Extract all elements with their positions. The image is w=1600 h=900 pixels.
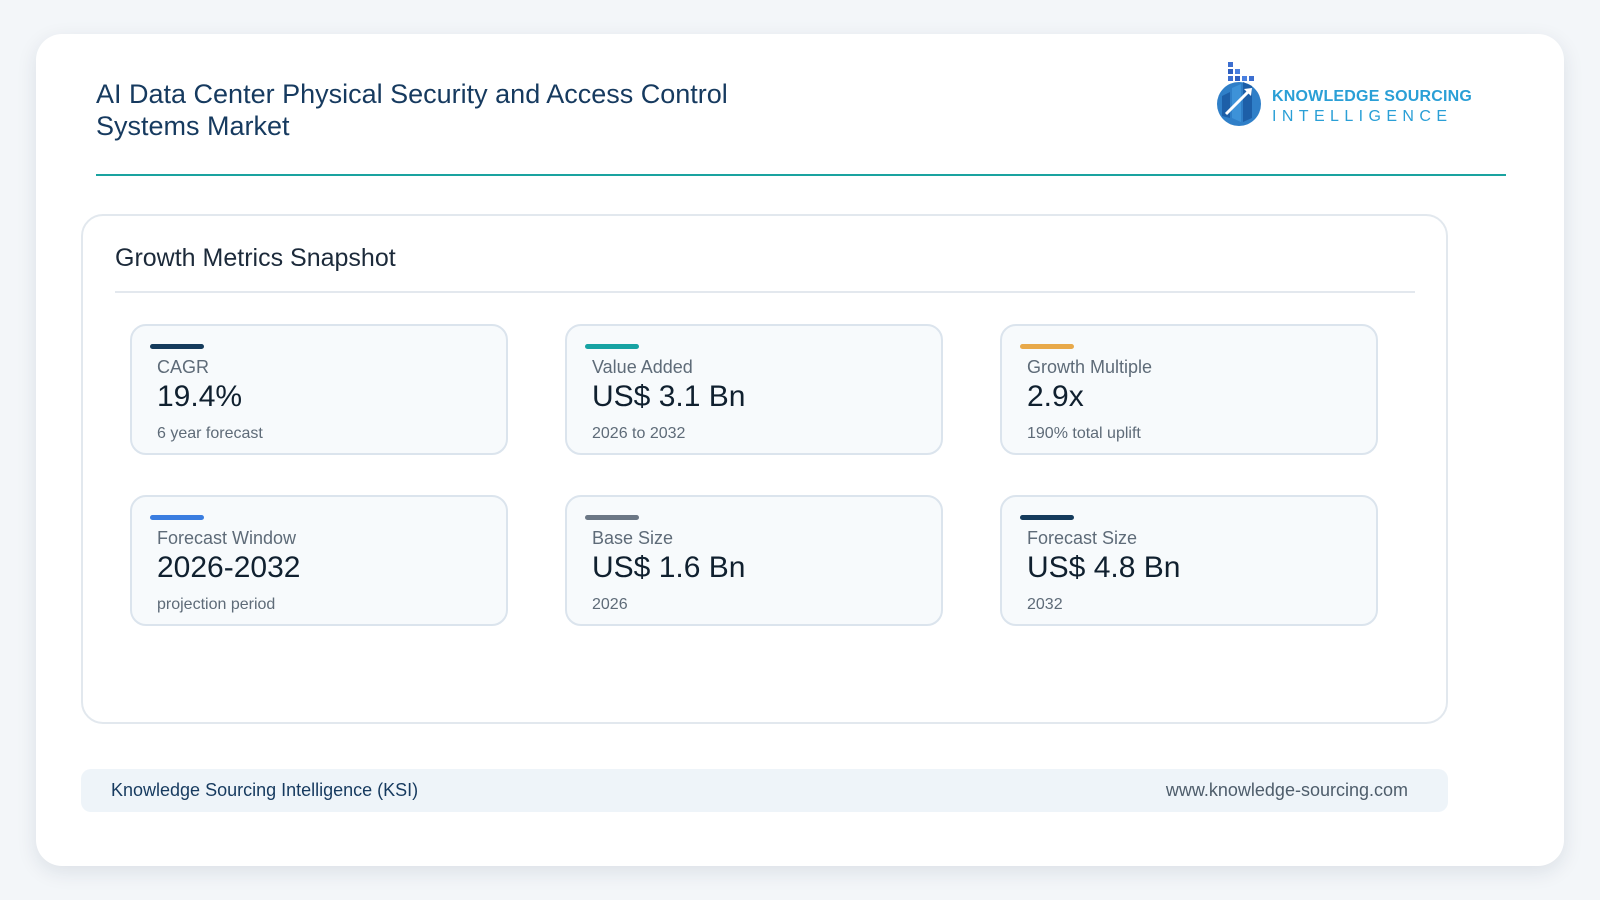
metric-subtext: projection period	[157, 596, 276, 613]
metric-card-cagr: CAGR 19.4% 6 year forecast	[130, 324, 508, 455]
metric-card-base-size: Base Size US$ 1.6 Bn 2026	[565, 495, 943, 626]
metric-card-growth-multiple: Growth Multiple 2.9x 190% total uplift	[1000, 324, 1378, 455]
page-title: AI Data Center Physical Security and Acc…	[96, 78, 776, 142]
metric-subtext: 6 year forecast	[157, 425, 263, 442]
metric-card-forecast-window: Forecast Window 2026-2032 projection per…	[130, 495, 508, 626]
card-accent-bar	[150, 344, 204, 349]
metric-value: US$ 3.1 Bn	[592, 380, 746, 413]
metric-card-forecast-size: Forecast Size US$ 4.8 Bn 2032	[1000, 495, 1378, 626]
footer-company-name: Knowledge Sourcing Intelligence (KSI)	[111, 780, 419, 800]
metric-label: Growth Multiple	[1027, 357, 1153, 377]
footer-website-link[interactable]: www.knowledge-sourcing.com	[1165, 780, 1408, 800]
metric-label: CAGR	[157, 357, 210, 377]
title-line-1: AI Data Center Physical Security and Acc…	[96, 79, 728, 109]
panel-title: Growth Metrics Snapshot	[115, 244, 396, 272]
metric-subtext: 2032	[1027, 596, 1063, 613]
title-line-2: Systems Market	[96, 111, 290, 141]
metric-card-value-added: Value Added US$ 3.1 Bn 2026 to 2032	[565, 324, 943, 455]
metric-subtext: 2026 to 2032	[592, 425, 686, 442]
growth-metrics-panel: Growth Metrics Snapshot CAGR 19.4% 6 yea…	[81, 214, 1448, 724]
metric-subtext: 2026	[592, 596, 628, 613]
card-accent-bar	[1020, 515, 1074, 520]
logo-text-bottom: INTELLIGENCE	[1272, 108, 1453, 125]
metric-subtext: 190% total uplift	[1027, 425, 1141, 442]
metric-value: US$ 4.8 Bn	[1027, 551, 1181, 584]
metric-label: Value Added	[592, 357, 693, 377]
card-accent-bar	[1020, 344, 1074, 349]
card-accent-bar	[585, 344, 639, 349]
metric-label: Base Size	[592, 528, 674, 548]
card-accent-bar	[150, 515, 204, 520]
metric-label: Forecast Window	[157, 528, 297, 548]
report-canvas: AI Data Center Physical Security and Acc…	[36, 34, 1564, 866]
ksi-logo-icon	[1217, 62, 1261, 126]
card-accent-bar	[585, 515, 639, 520]
metric-value: 2.9x	[1027, 380, 1084, 413]
ksi-logo: KNOWLEDGE SOURCING INTELLIGENCE	[1214, 60, 1472, 130]
metric-value: 19.4%	[157, 380, 243, 413]
panel-divider	[115, 291, 1415, 293]
logo-text-top: KNOWLEDGE SOURCING	[1272, 88, 1473, 105]
page-header: AI Data Center Physical Security and Acc…	[96, 62, 1506, 176]
metric-label: Forecast Size	[1027, 528, 1138, 548]
page-footer: Knowledge Sourcing Intelligence (KSI) ww…	[81, 769, 1448, 812]
metric-value: US$ 1.6 Bn	[592, 551, 746, 584]
metric-value: 2026-2032	[157, 551, 301, 584]
